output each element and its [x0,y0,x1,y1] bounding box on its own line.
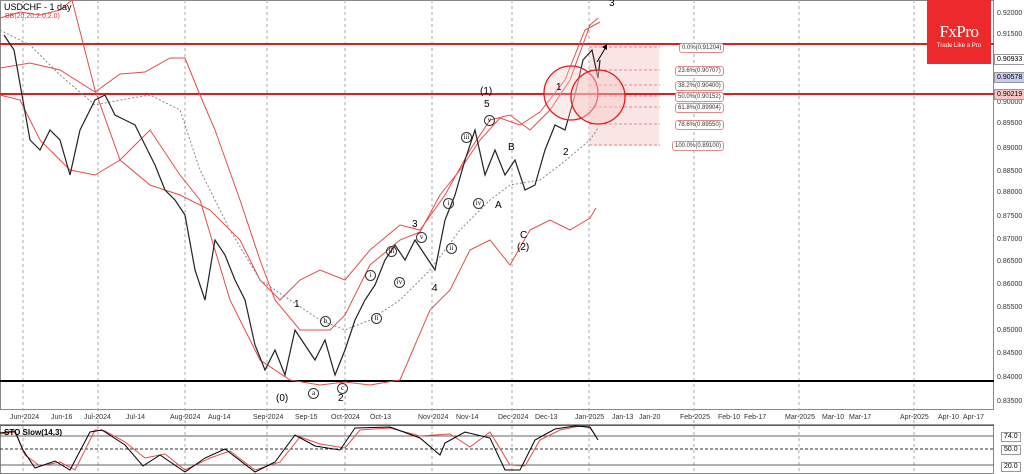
stochastic-level: 20.0 [1001,462,1021,472]
wave-label: 1 [556,82,562,93]
wave-label: a [308,388,319,399]
time-tick: Oct-2024 [331,414,360,421]
time-tick: Sep-15 [295,414,318,421]
time-tick: Aug-14 [208,414,231,421]
time-tick: Jun-16 [51,414,73,421]
time-tick: Mar-17 [849,414,872,421]
price-tick: 0.87000 [997,236,1023,243]
price-tick: 0.86500 [997,258,1023,265]
logo-brand: FxPro [939,22,979,41]
support-price-tag: 0.90219 [994,89,1024,100]
time-tick: Jun-2024 [10,414,40,421]
wave-label: A [495,200,502,211]
price-tick: 0.84500 [997,350,1023,357]
time-tick: Nov-14 [456,414,479,421]
time-tick: Aug-2024 [170,414,201,421]
wave-label: B [508,142,515,153]
time-tick: Feb-2025 [680,414,710,421]
wave-label: b [320,316,331,327]
fib-label: 23.6%(0.90707) [675,66,724,76]
price-tick: 0.89000 [997,145,1023,152]
time-tick: Nov-2024 [418,414,449,421]
wave-label: v [484,115,495,126]
price-tick: 0.89500 [997,120,1023,127]
time-tick: Feb-17 [744,414,767,421]
wave-label: 3 [609,0,615,9]
stochastic-title: STO Slow(14,3) [4,428,63,437]
wave-label: 1 [294,299,300,310]
time-tick: Jan-20 [639,414,661,421]
fib-label: 61.8%(0.89904) [675,103,724,113]
wave-label: v [416,232,427,243]
stochastic-level: 74.0 [1001,432,1021,442]
wave-label: iv [473,198,484,209]
time-tick: Dec-13 [535,414,558,421]
time-tick: Sep-2024 [253,414,284,421]
price-tick: 0.90000 [997,99,1023,106]
price-tick: 0.91500 [997,31,1023,38]
time-tick: Jan-2025 [575,414,605,421]
wave-label: (2) [517,242,530,253]
price-tick: 0.86000 [997,281,1023,288]
wave-label: iii [461,132,472,143]
wave-label: ii [446,243,457,254]
stochastic-level: 50.0 [1001,445,1021,455]
wave-label: C [520,230,528,241]
indicator-label: BB(20,20,2.0,2.0) [5,13,60,20]
price-tick: 0.87500 [997,213,1023,220]
price-tick: 0.85000 [997,327,1023,334]
time-tick: Jul-2024 [84,414,111,421]
wave-label: (0) [276,393,289,404]
level-price-tag: 0.90578 [994,72,1024,83]
chart-title: USDCHF - 1 day [4,2,72,12]
wave-label: i [365,270,376,281]
time-tick: Mar-10 [822,414,845,421]
wave-label: ii [371,313,382,324]
price-tick: 0.88500 [997,168,1023,175]
fib-label: 38.2%(0.90400) [675,81,724,91]
price-tick: 0.84000 [997,374,1023,381]
wave-label: 2 [338,393,344,404]
price-tick: 0.92000 [997,10,1023,17]
logo-tagline: Trade Like a Pro [936,43,982,49]
time-tick: Jan-13 [612,414,634,421]
time-tick: Mar-2025 [785,414,815,421]
fib-label: 100.0%(0.89100) [672,141,725,151]
time-tick: Feb-10 [718,414,741,421]
fib-label: 78.6%(0.89550) [675,120,724,130]
wave-label: 5 [484,99,490,110]
time-tick: Apr-10 [938,414,960,421]
time-tick: Oct-13 [370,414,392,421]
time-tick: Jul-14 [126,414,146,421]
time-tick: Apr-2025 [900,414,929,421]
wave-label: iii [386,246,397,257]
wave-label: i [443,198,454,209]
price-tick: 0.83500 [997,398,1023,405]
time-tick: Dec-2024 [498,414,529,421]
fib-label: 0.0%(0.91204) [679,43,725,53]
wave-label: 3 [412,219,418,230]
fxpro-logo: FxPro Trade Like a Pro [927,0,991,64]
wave-label: (1) [480,86,493,97]
wave-label: c [337,383,348,394]
bid-price-tag: 0.90933 [994,54,1024,65]
price-tick: 0.88000 [997,189,1023,196]
wave-label: iv [394,277,405,288]
wave-label: 2 [563,147,569,158]
time-tick: Apr-17 [963,414,985,421]
price-tick: 0.85500 [997,304,1023,311]
fib-label: 50.0%(0.90152) [675,92,724,102]
wave-label: 4 [432,283,438,294]
